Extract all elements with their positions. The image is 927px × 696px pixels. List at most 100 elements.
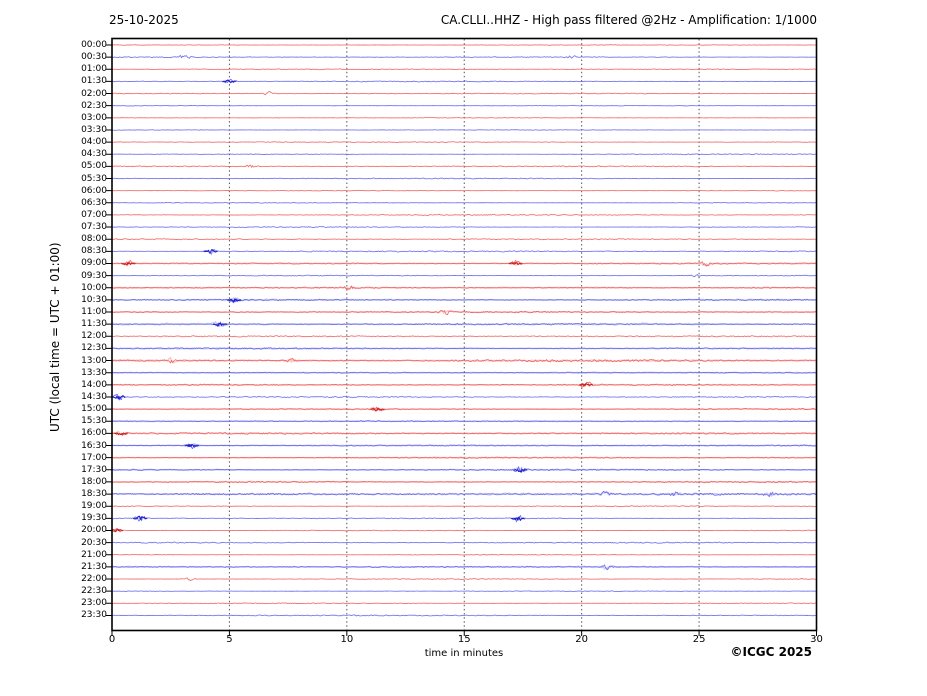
trace-line	[112, 577, 816, 582]
trace-line	[112, 443, 816, 450]
trace-row	[112, 226, 816, 228]
trace-row	[112, 213, 816, 216]
trace-line	[112, 456, 816, 459]
trace-line	[112, 249, 816, 255]
trace-line	[112, 480, 816, 484]
row-time-label: 02:30	[81, 100, 107, 111]
trace-row	[111, 321, 817, 328]
row-time-label: 21:00	[81, 549, 107, 560]
row-time-label: 20:00	[81, 525, 107, 536]
event-burst	[212, 322, 228, 327]
trace-line	[112, 55, 816, 59]
trace-line	[112, 371, 816, 374]
x-tick-label: 10	[340, 634, 354, 645]
trace-line	[112, 213, 816, 216]
trace-line	[112, 321, 816, 327]
x-axis-label: time in minutes	[424, 648, 504, 659]
trace-line	[112, 164, 816, 168]
trace-row	[112, 602, 816, 605]
trace-line	[112, 466, 816, 473]
row-time-label: 05:30	[81, 173, 107, 184]
row-time-label: 23:00	[81, 598, 107, 609]
trace-line	[111, 356, 817, 364]
trace-row	[112, 189, 816, 192]
row-time-label: 10:00	[81, 282, 107, 293]
plot-title: CA.CLLI..HHZ - High pass filtered @2Hz -…	[440, 13, 817, 27]
trace-row	[112, 177, 816, 180]
event-burst	[579, 383, 593, 387]
row-time-label: 05:00	[81, 161, 107, 172]
trace-line	[112, 90, 816, 96]
row-time-label: 04:30	[81, 149, 107, 160]
row-time-label: 00:30	[81, 52, 107, 63]
trace-line	[112, 432, 816, 437]
trace-row	[112, 141, 816, 144]
trace-line	[111, 442, 817, 448]
trace-row	[112, 515, 816, 523]
trace-row	[111, 456, 817, 459]
trace-line	[112, 553, 816, 556]
trace-row	[111, 406, 817, 412]
plot-frame	[111, 37, 818, 632]
trace-row	[111, 309, 817, 316]
trace-line	[112, 226, 816, 228]
row-time-label: 04:00	[81, 137, 107, 148]
trace-row	[109, 528, 816, 533]
trace-row	[112, 44, 816, 46]
trace-line	[112, 189, 816, 192]
event-burst	[203, 248, 218, 253]
row-time-label: 14:30	[81, 391, 107, 402]
row-time-label: 15:30	[81, 416, 107, 427]
copyright-label: ©ICGC 2025	[730, 645, 812, 659]
trace-row	[112, 335, 816, 338]
trace-line	[111, 456, 817, 459]
trace-row	[112, 153, 816, 156]
row-time-label: 16:30	[81, 440, 107, 451]
event-burst	[222, 79, 237, 84]
row-time-label: 18:00	[81, 476, 107, 487]
trace-line	[111, 480, 817, 484]
trace-line	[112, 505, 816, 508]
trace-line	[112, 490, 816, 497]
x-tick-label: 20	[575, 634, 589, 645]
trace-row	[111, 260, 817, 267]
trace-row	[112, 553, 816, 556]
trace-row	[111, 442, 817, 450]
trace-row	[112, 117, 816, 119]
trace-line	[112, 129, 816, 131]
row-time-label: 19:00	[81, 501, 107, 512]
row-time-label: 01:00	[81, 64, 107, 75]
row-time-label: 21:30	[81, 561, 107, 572]
trace-line	[111, 406, 817, 412]
trace-line	[112, 381, 816, 388]
x-tick-label: 25	[692, 634, 706, 645]
trace-line	[112, 335, 816, 338]
x-tick-label: 5	[226, 634, 233, 645]
row-time-label: 17:30	[81, 464, 107, 475]
trace-row	[111, 381, 817, 388]
trace-row	[112, 90, 816, 96]
trace-line	[112, 274, 816, 278]
row-time-label: 08:00	[81, 234, 107, 245]
event-burst	[133, 515, 148, 521]
row-time-label: 11:00	[81, 307, 107, 317]
trace-line	[111, 383, 817, 387]
trace-row	[112, 614, 816, 617]
trace-row	[112, 590, 816, 592]
row-time-label: 03:30	[81, 124, 107, 135]
trace-line	[112, 78, 816, 84]
x-axis-ticks	[111, 630, 817, 636]
trace-line	[112, 104, 816, 107]
x-tick-label: 0	[108, 634, 116, 645]
row-time-label: 12:30	[81, 343, 107, 354]
trace-line	[112, 406, 816, 412]
trace-line	[112, 141, 816, 144]
row-time-label: 07:00	[81, 209, 107, 220]
x-tick-label: 15	[457, 634, 471, 645]
row-time-label: 19:30	[81, 513, 107, 524]
row-time-label: 13:00	[81, 355, 107, 366]
row-time-label: 17:00	[81, 452, 107, 463]
trace-row	[112, 55, 816, 59]
event-burst	[226, 298, 242, 303]
trace-line	[112, 177, 816, 180]
